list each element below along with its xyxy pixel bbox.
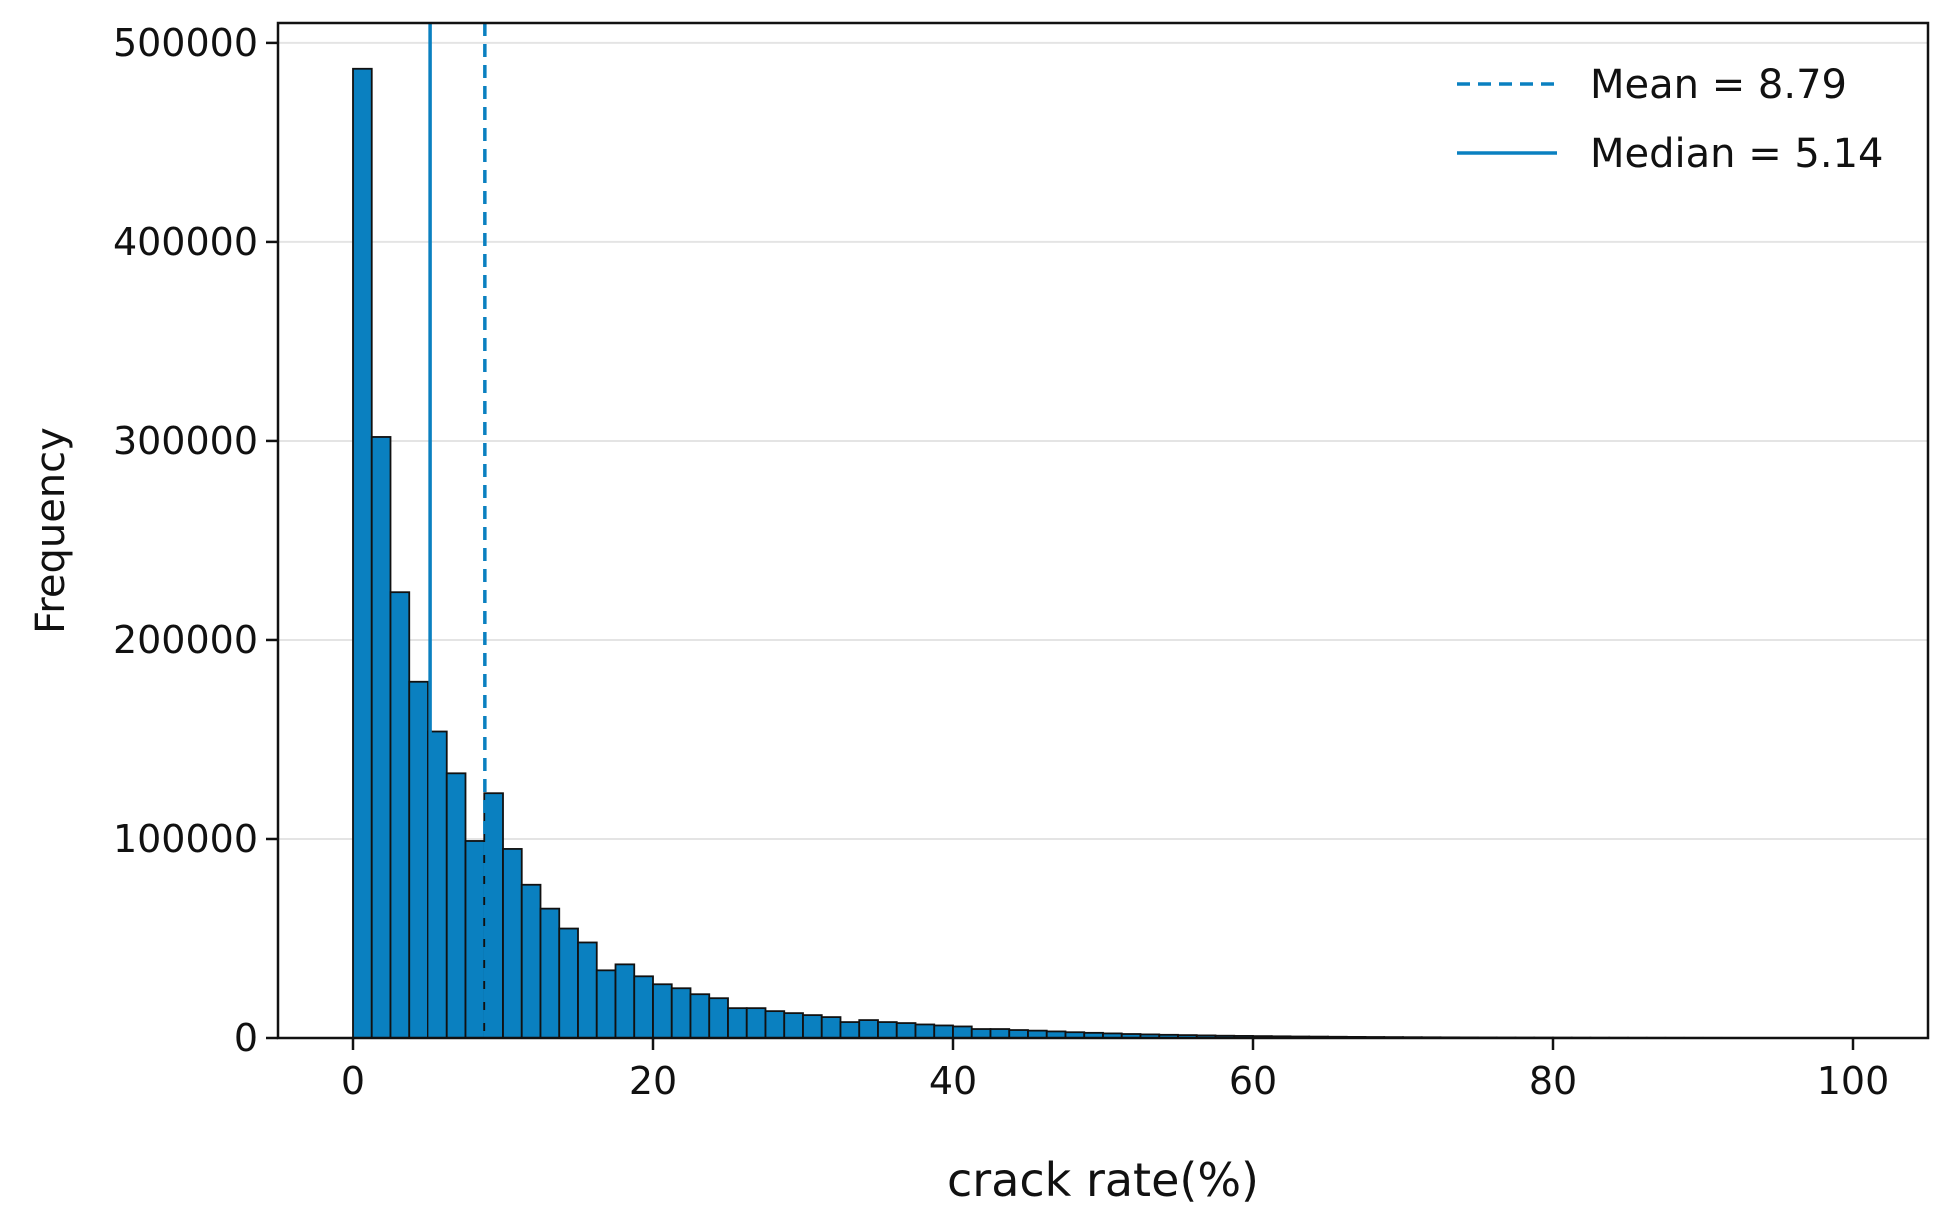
histogram-bar: [464, 840, 486, 1039]
y-axis-title: Frequency: [28, 427, 74, 634]
histogram-bars: [352, 67, 1854, 1039]
x-tick-label: 0: [341, 1059, 365, 1103]
histogram-bar: [727, 1007, 748, 1039]
y-tick-label: 0: [234, 1016, 258, 1060]
histogram-bar: [952, 1025, 973, 1039]
x-axis-title: crack rate(%): [947, 1153, 1259, 1207]
histogram-bar: [764, 1010, 786, 1039]
histogram-bar: [708, 997, 729, 1039]
histogram-bar: [352, 67, 373, 1039]
legend-mean-label: Mean = 8.79: [1590, 62, 1847, 108]
histogram-bar: [783, 1012, 804, 1039]
y-tick-label: 500000: [113, 21, 258, 65]
histogram-bar: [820, 1016, 842, 1039]
x-tick-label: 20: [629, 1059, 677, 1103]
plot-frame: [276, 21, 1930, 1040]
histogram-bar: [520, 883, 542, 1039]
y-tick-label: 400000: [113, 220, 258, 264]
histogram-bar: [745, 1007, 767, 1039]
histogram-bar: [689, 993, 711, 1039]
histogram-bar: [539, 907, 561, 1039]
x-tick-label: 80: [1529, 1059, 1577, 1103]
x-axis-ticks: 0 20 40 60 80 100: [341, 1038, 1889, 1103]
histogram-bar: [989, 1028, 1011, 1039]
x-tick-label: 60: [1229, 1059, 1277, 1103]
y-tick-label: 200000: [113, 618, 258, 662]
legend: Mean = 8.79 Median = 5.14: [1457, 62, 1884, 177]
legend-median-label: Median = 5.14: [1590, 131, 1884, 177]
histogram-bar: [858, 1019, 879, 1039]
histogram-bar: [802, 1014, 823, 1039]
histogram-bar: [633, 975, 654, 1039]
histogram-bar: [839, 1021, 861, 1039]
y-axis-ticks: 0 100000 200000 300000 400000 500000: [113, 21, 278, 1060]
histogram-bar: [577, 941, 598, 1039]
reference-lines: [428, 23, 487, 1038]
histogram-bar: [445, 772, 467, 1039]
histogram-bar: [483, 792, 504, 1039]
histogram-bar: [970, 1028, 992, 1039]
histogram-bar: [595, 969, 617, 1039]
histogram-bar: [933, 1024, 954, 1039]
y-tick-label: 300000: [113, 419, 258, 463]
x-tick-label: 40: [929, 1059, 977, 1103]
x-tick-label: 100: [1817, 1059, 1890, 1103]
histogram-bar: [502, 848, 523, 1039]
histogram-bar: [558, 927, 579, 1039]
histogram-bar: [652, 983, 673, 1039]
histogram-bar: [370, 436, 392, 1039]
y-tick-label: 100000: [113, 817, 258, 861]
histogram-bar: [914, 1023, 936, 1039]
histogram-bar: [670, 987, 692, 1039]
histogram-bar: [614, 963, 636, 1039]
histogram-bar: [895, 1022, 917, 1039]
histogram-bar: [408, 680, 429, 1039]
histogram-bar: [877, 1021, 898, 1039]
grid-lines: [278, 41, 1928, 840]
histogram-bar: [389, 591, 411, 1039]
